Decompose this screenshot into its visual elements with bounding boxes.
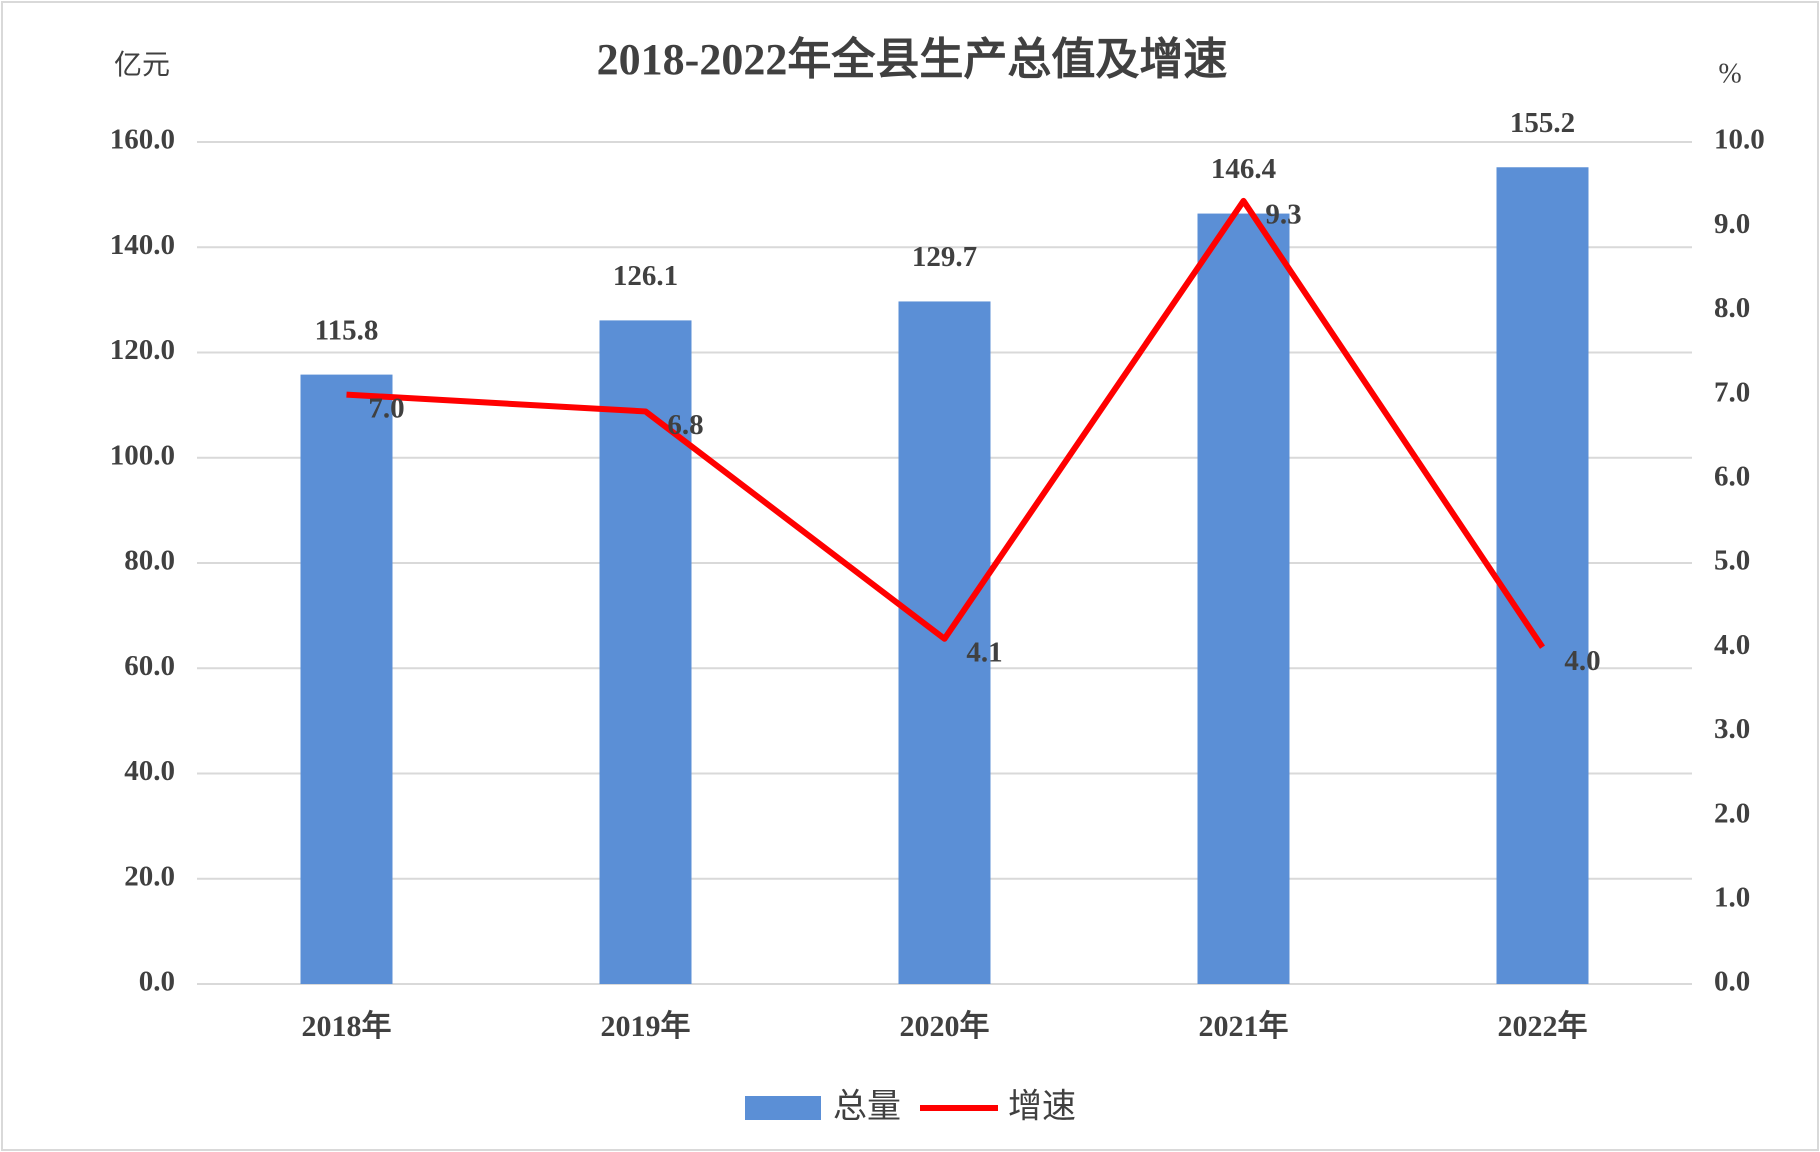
y2-tick-label: 9.0 xyxy=(1714,208,1750,240)
y-axis-label: 亿元 xyxy=(114,48,170,81)
y-tick-label: 60.0 xyxy=(124,650,175,682)
legend-label: 总量 xyxy=(833,1087,901,1127)
data-label: 126.1 xyxy=(613,260,678,292)
y-tick-label: 0.0 xyxy=(139,966,175,998)
y2-tick-label: 1.0 xyxy=(1714,881,1750,913)
y2-tick-label: 5.0 xyxy=(1714,545,1750,577)
y-tick-label: 40.0 xyxy=(124,755,175,787)
y2-tick-label: 7.0 xyxy=(1714,376,1750,408)
data-label: 4.0 xyxy=(1564,645,1600,677)
y2-tick-label: 6.0 xyxy=(1714,460,1750,492)
y2-tick-label: 8.0 xyxy=(1714,292,1750,324)
data-label: 7.0 xyxy=(368,392,404,424)
y2-tick-label: 10.0 xyxy=(1714,124,1765,156)
data-label: 6.8 xyxy=(667,409,703,441)
data-label: 155.2 xyxy=(1510,107,1575,139)
y-tick-label: 20.0 xyxy=(124,860,175,892)
legend-swatch xyxy=(745,1096,821,1120)
bar xyxy=(898,301,991,984)
y-tick-label: 120.0 xyxy=(110,334,175,366)
data-label: 115.8 xyxy=(315,314,379,346)
data-label: 129.7 xyxy=(912,241,977,273)
bar xyxy=(1496,167,1589,984)
y2-tick-label: 4.0 xyxy=(1714,629,1750,661)
legend-label: 增速 xyxy=(1008,1087,1076,1127)
chart-title: 2018-2022年全县生产总值及增速 xyxy=(597,34,1228,84)
y-tick-label: 100.0 xyxy=(110,439,175,471)
x-tick-label: 2018年 xyxy=(302,1010,392,1043)
y-tick-label: 140.0 xyxy=(110,229,175,261)
y-tick-label: 160.0 xyxy=(110,124,175,156)
y2-tick-label: 2.0 xyxy=(1714,797,1750,829)
x-tick-label: 2021年 xyxy=(1199,1010,1289,1043)
y-tick-label: 80.0 xyxy=(124,545,175,577)
bar xyxy=(1197,213,1290,984)
line xyxy=(346,197,1545,649)
data-label: 4.1 xyxy=(966,636,1002,668)
x-tick-label: 2020年 xyxy=(900,1010,990,1043)
y2-tick-label: 3.0 xyxy=(1714,713,1750,745)
y2-tick-label: 0.0 xyxy=(1714,966,1750,998)
data-label: 9.3 xyxy=(1265,199,1301,231)
data-label: 146.4 xyxy=(1211,153,1276,185)
bar xyxy=(300,374,393,984)
x-tick-label: 2022年 xyxy=(1498,1010,1588,1043)
y2-axis-label: % xyxy=(1718,58,1741,89)
x-tick-label: 2019年 xyxy=(601,1010,691,1043)
